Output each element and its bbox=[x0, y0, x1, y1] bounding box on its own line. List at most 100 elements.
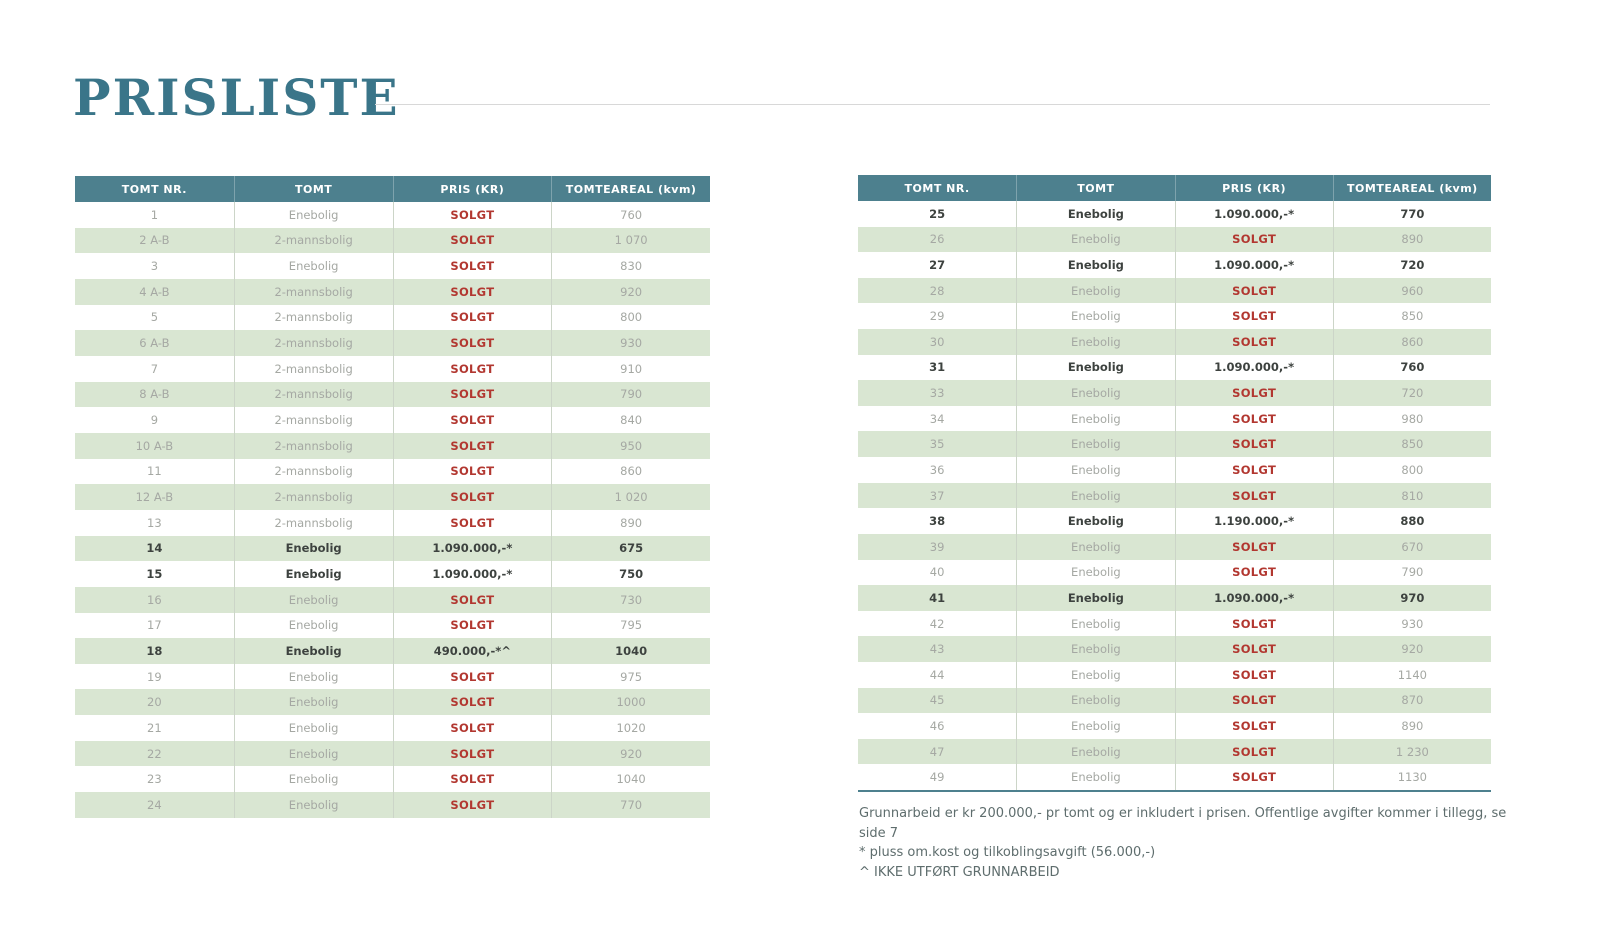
area-cell: 800 bbox=[551, 304, 710, 331]
price-cell: SOLGT bbox=[392, 432, 552, 459]
lot-type-cell: 2-mannsbolig bbox=[233, 509, 393, 536]
lot-type-cell: Enebolig bbox=[1016, 508, 1174, 534]
table-row: 30 Enebolig SOLGT 860 bbox=[858, 329, 1491, 355]
lot-type-cell: Enebolig bbox=[1016, 277, 1174, 304]
column-header-tomteareal: TOMTEAREAL (kvm) bbox=[1332, 175, 1491, 201]
lot-number-cell: 47 bbox=[929, 744, 945, 759]
area-cell: 910 bbox=[551, 355, 710, 382]
area-cell: 790 bbox=[1332, 559, 1491, 586]
price-cell: 1.090.000,-* bbox=[1174, 585, 1333, 611]
table-row: 43 Enebolig SOLGT 920 bbox=[858, 636, 1491, 662]
lot-number-cell: 10 A-B bbox=[135, 438, 174, 453]
price-cell: 1.190.000,-* bbox=[1174, 508, 1333, 534]
lot-type-cell: 2-mannsbolig bbox=[233, 381, 393, 408]
lot-type-cell: 2-mannsbolig bbox=[233, 407, 393, 433]
lot-type-cell: Enebolig bbox=[1016, 201, 1174, 227]
lot-number-cell: 13 bbox=[147, 515, 162, 530]
lot-number-cell: 23 bbox=[147, 772, 162, 787]
lot-number-cell: 19 bbox=[147, 669, 162, 684]
lot-type-cell: 2-mannsbolig bbox=[233, 355, 393, 382]
price-cell: 1.090.000,-* bbox=[1174, 252, 1333, 278]
area-cell: 720 bbox=[1332, 252, 1491, 278]
table-row: 33 Enebolig SOLGT 720 bbox=[858, 380, 1491, 406]
area-cell: 1130 bbox=[1332, 764, 1491, 791]
table-row: 21 Enebolig SOLGT 1020 bbox=[75, 715, 710, 741]
table-row: 7 2-mannsbolig SOLGT 910 bbox=[75, 355, 710, 382]
lot-number-cell: 27 bbox=[929, 258, 946, 273]
price-cell: SOLGT bbox=[392, 715, 552, 741]
footnote-omkost: * pluss om.kost og tilkoblingsavgift (56… bbox=[859, 845, 1156, 860]
price-cell: SOLGT bbox=[1174, 661, 1333, 688]
price-cell: SOLGT bbox=[1174, 713, 1333, 739]
table-row: 14 Enebolig 1.090.000,-* 675 bbox=[75, 535, 710, 562]
lot-number-cell: 2 A-B bbox=[139, 233, 170, 248]
lot-number-cell: 35 bbox=[929, 437, 945, 452]
footnote-grunnarbeid-ikke-utfort: ^ IKKE UTFØRT GRUNNARBEID bbox=[859, 864, 1060, 880]
lot-type-cell: 2-mannsbolig bbox=[233, 458, 393, 485]
price-cell: SOLGT bbox=[392, 740, 552, 767]
lot-number-cell: 43 bbox=[929, 642, 945, 657]
lot-type-cell: Enebolig bbox=[233, 202, 393, 228]
table-row: 2 A-B 2-mannsbolig SOLGT 1 070 bbox=[75, 227, 710, 254]
area-cell: 890 bbox=[551, 509, 710, 536]
table-row: 13 2-mannsbolig SOLGT 890 bbox=[75, 509, 710, 536]
price-cell: SOLGT bbox=[1174, 457, 1333, 483]
price-cell: SOLGT bbox=[1174, 303, 1333, 330]
lot-type-cell: Enebolig bbox=[1016, 354, 1174, 381]
page-title: PRISLISTE bbox=[73, 68, 400, 127]
lot-number-cell: 4 A-B bbox=[139, 284, 170, 299]
area-cell: 720 bbox=[1332, 380, 1491, 406]
price-cell: SOLGT bbox=[392, 407, 552, 433]
lot-number-cell: 38 bbox=[929, 514, 946, 529]
lot-type-cell: Enebolig bbox=[1016, 226, 1174, 253]
price-cell: SOLGT bbox=[392, 381, 552, 408]
price-cell: SOLGT bbox=[1174, 738, 1333, 765]
lot-number-cell: 42 bbox=[929, 616, 945, 631]
price-cell: SOLGT bbox=[392, 484, 552, 510]
area-cell: 890 bbox=[1332, 713, 1491, 739]
area-cell: 930 bbox=[551, 330, 710, 356]
table-row: 28 Enebolig SOLGT 960 bbox=[858, 277, 1491, 304]
price-cell: SOLGT bbox=[1174, 431, 1333, 458]
table-row: 46 Enebolig SOLGT 890 bbox=[858, 713, 1491, 739]
area-cell: 920 bbox=[551, 740, 710, 767]
lot-type-cell: Enebolig bbox=[1016, 303, 1174, 330]
left-price-table: TOMT NR. TOMT PRIS (KR) TOMTEAREAL (kvm)… bbox=[75, 176, 710, 818]
area-cell: 830 bbox=[551, 253, 710, 279]
area-cell: 890 bbox=[1332, 226, 1491, 253]
lot-number-cell: 1 bbox=[150, 207, 159, 222]
lot-number-cell: 22 bbox=[147, 746, 162, 761]
price-cell: SOLGT bbox=[1174, 687, 1333, 714]
area-cell: 860 bbox=[551, 458, 710, 485]
lot-type-cell: Enebolig bbox=[1016, 405, 1174, 432]
lot-type-cell: Enebolig bbox=[1016, 533, 1174, 560]
table-row: 9 2-mannsbolig SOLGT 840 bbox=[75, 407, 710, 433]
table-row: 44 Enebolig SOLGT 1140 bbox=[858, 661, 1491, 688]
price-cell: SOLGT bbox=[1174, 277, 1333, 304]
area-cell: 850 bbox=[1332, 431, 1491, 458]
lot-number-cell: 41 bbox=[929, 590, 946, 605]
price-cell: SOLGT bbox=[392, 278, 552, 305]
lot-number-cell: 11 bbox=[147, 464, 162, 479]
table-row: 5 2-mannsbolig SOLGT 800 bbox=[75, 304, 710, 331]
column-header-tomt-nr: TOMT NR. bbox=[121, 182, 187, 196]
price-cell: SOLGT bbox=[392, 689, 552, 716]
column-header-pris: PRIS (KR) bbox=[392, 176, 552, 202]
price-cell: 1.090.000,-* bbox=[1174, 354, 1333, 381]
left-table-body: 1 Enebolig SOLGT 760 2 A-B 2-mannsbolig SOLGT 1… bbox=[75, 202, 710, 818]
lot-number-cell: 18 bbox=[146, 643, 163, 658]
table-row: 11 2-mannsbolig SOLGT 860 bbox=[75, 458, 710, 485]
area-cell: 760 bbox=[1332, 354, 1491, 381]
table-row: 20 Enebolig SOLGT 1000 bbox=[75, 689, 710, 716]
area-cell: 670 bbox=[1332, 533, 1491, 560]
lot-type-cell: 2-mannsbolig bbox=[233, 484, 393, 510]
lot-type-cell: 2-mannsbolig bbox=[233, 304, 393, 331]
area-cell: 770 bbox=[551, 792, 710, 818]
table-row: 40 Enebolig SOLGT 790 bbox=[858, 559, 1491, 586]
lot-type-cell: Enebolig bbox=[1016, 636, 1174, 662]
lot-type-cell: Enebolig bbox=[1016, 431, 1174, 458]
lot-type-cell: Enebolig bbox=[233, 612, 393, 639]
lot-number-cell: 6 A-B bbox=[139, 336, 170, 351]
lot-type-cell: Enebolig bbox=[233, 689, 393, 716]
table-row: 35 Enebolig SOLGT 850 bbox=[858, 431, 1491, 458]
